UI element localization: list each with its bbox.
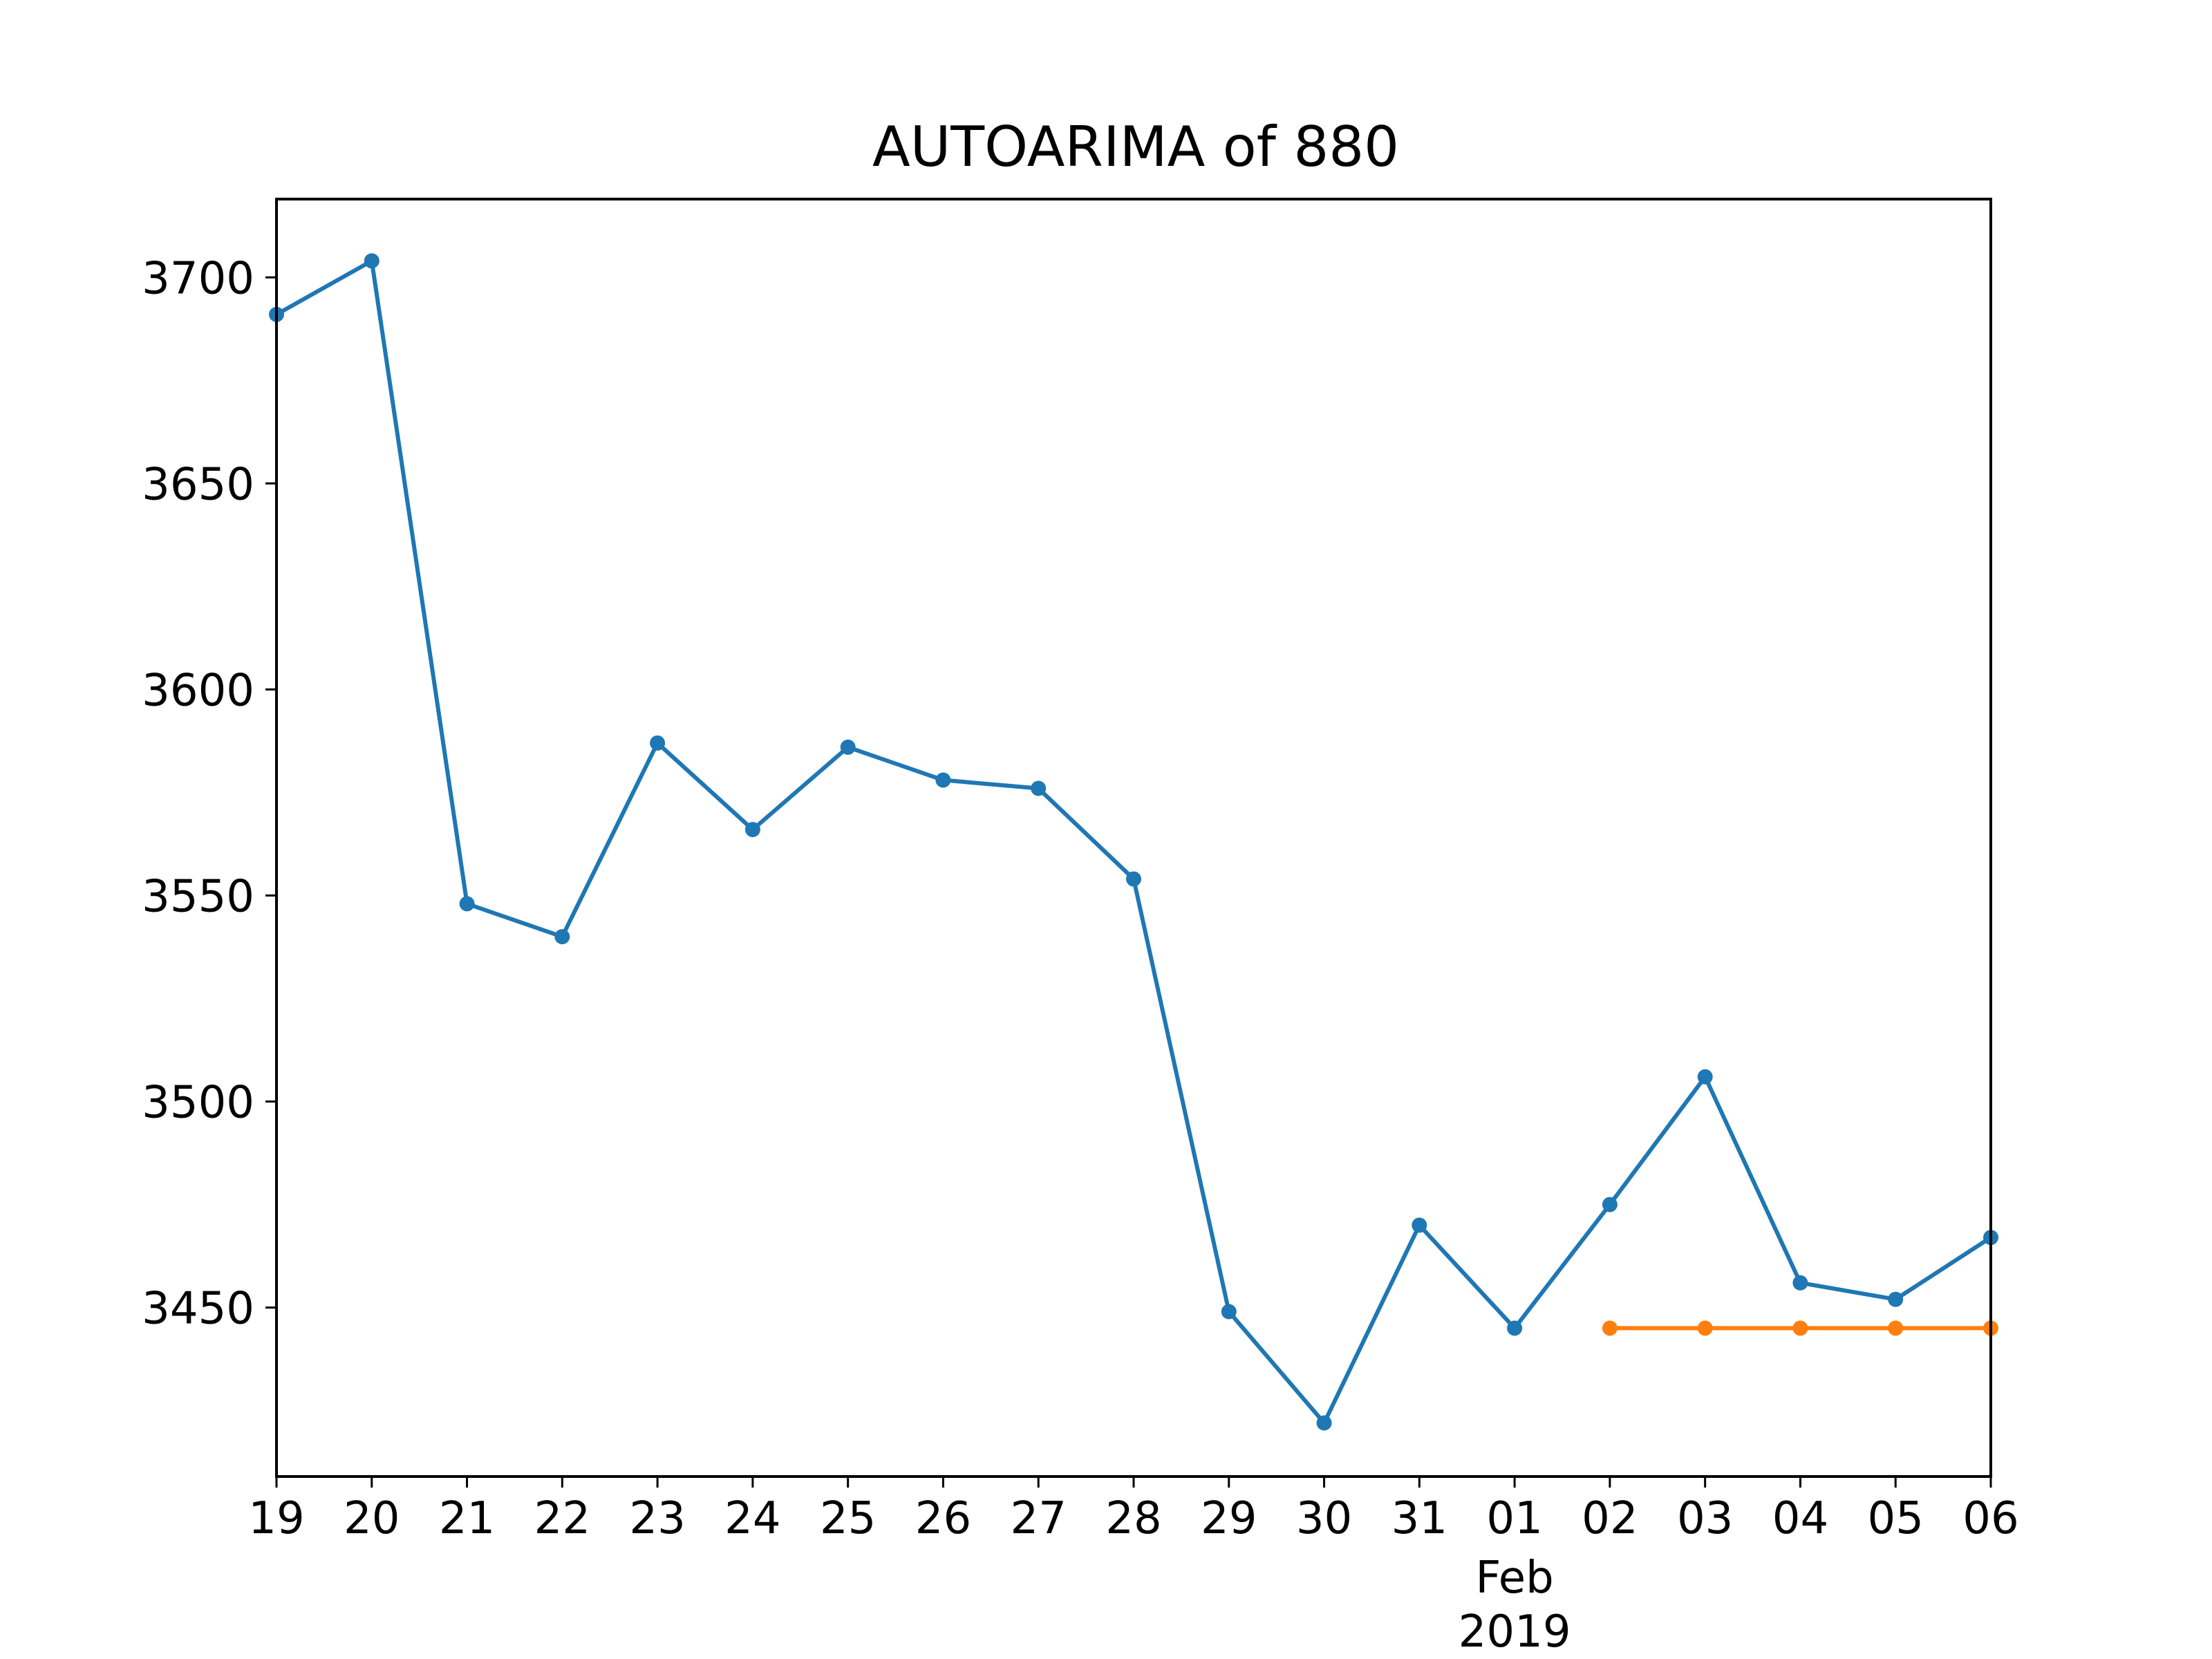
- x-tick-label: 21: [439, 1493, 495, 1544]
- x-tick-label: 23: [629, 1493, 685, 1544]
- data-point: [1602, 1197, 1618, 1212]
- series-0: [269, 253, 1998, 1431]
- y-axis: 3450 3500 3550 3600 3650 3700: [142, 253, 276, 1335]
- series-1: [1602, 1320, 1998, 1336]
- data-point: [1697, 1320, 1713, 1336]
- y-tick-label: 3450: [142, 1284, 254, 1335]
- data-point: [1792, 1275, 1808, 1291]
- y-tick-label: 3700: [142, 253, 254, 304]
- data-point: [1888, 1320, 1904, 1336]
- data-point: [1412, 1217, 1427, 1233]
- data-point: [1602, 1320, 1618, 1336]
- x-tick-label: 03: [1677, 1493, 1733, 1544]
- x-tick-label: 22: [534, 1493, 590, 1544]
- x-tick-label: 06: [1962, 1493, 2018, 1544]
- x-tick-label: 19: [248, 1493, 304, 1544]
- x-tick-label: 24: [724, 1493, 780, 1544]
- data-point: [840, 739, 856, 755]
- x-axis: 19 20 21 22 23 24 25 26 27 28 29 30 31 01 02 03 04 05 06 Fe…: [248, 1477, 2019, 1658]
- data-point: [1697, 1069, 1713, 1085]
- data-point: [1221, 1304, 1237, 1320]
- data-point: [1792, 1320, 1808, 1336]
- data-point: [1507, 1320, 1523, 1336]
- x-tick-label: 05: [1868, 1493, 1924, 1544]
- plot-series: [269, 253, 1998, 1431]
- chart-title: AUTOARIMA of 880: [872, 115, 1399, 179]
- x-tick-label: 26: [915, 1493, 971, 1544]
- y-tick-label: 3600: [142, 665, 254, 716]
- data-point: [935, 772, 951, 788]
- x-year-label: 2019: [1459, 1606, 1571, 1658]
- data-point: [554, 929, 570, 945]
- x-tick-label: 27: [1011, 1493, 1067, 1544]
- x-tick-label: 01: [1486, 1493, 1542, 1544]
- y-tick-label: 3500: [142, 1078, 254, 1129]
- data-point: [1888, 1291, 1904, 1307]
- data-point: [459, 896, 475, 912]
- x-tick-label: 28: [1105, 1493, 1161, 1544]
- x-tick-label: 29: [1201, 1493, 1257, 1544]
- data-point: [364, 253, 379, 269]
- x-tick-label: 30: [1296, 1493, 1352, 1544]
- x-month-label: Feb: [1475, 1553, 1553, 1604]
- x-tick-label: 02: [1582, 1493, 1638, 1544]
- plot-frame: [275, 198, 1992, 1478]
- data-point: [1316, 1415, 1332, 1431]
- x-tick-label: 31: [1391, 1493, 1447, 1544]
- x-tick-label: 25: [820, 1493, 876, 1544]
- x-tick-label: 20: [344, 1493, 400, 1544]
- x-tick-label: 04: [1772, 1493, 1828, 1544]
- data-point: [1031, 780, 1047, 796]
- y-tick-label: 3550: [142, 871, 254, 922]
- y-tick-label: 3650: [142, 459, 254, 510]
- data-point: [1126, 871, 1141, 887]
- data-point: [650, 735, 666, 751]
- data-point: [744, 822, 760, 838]
